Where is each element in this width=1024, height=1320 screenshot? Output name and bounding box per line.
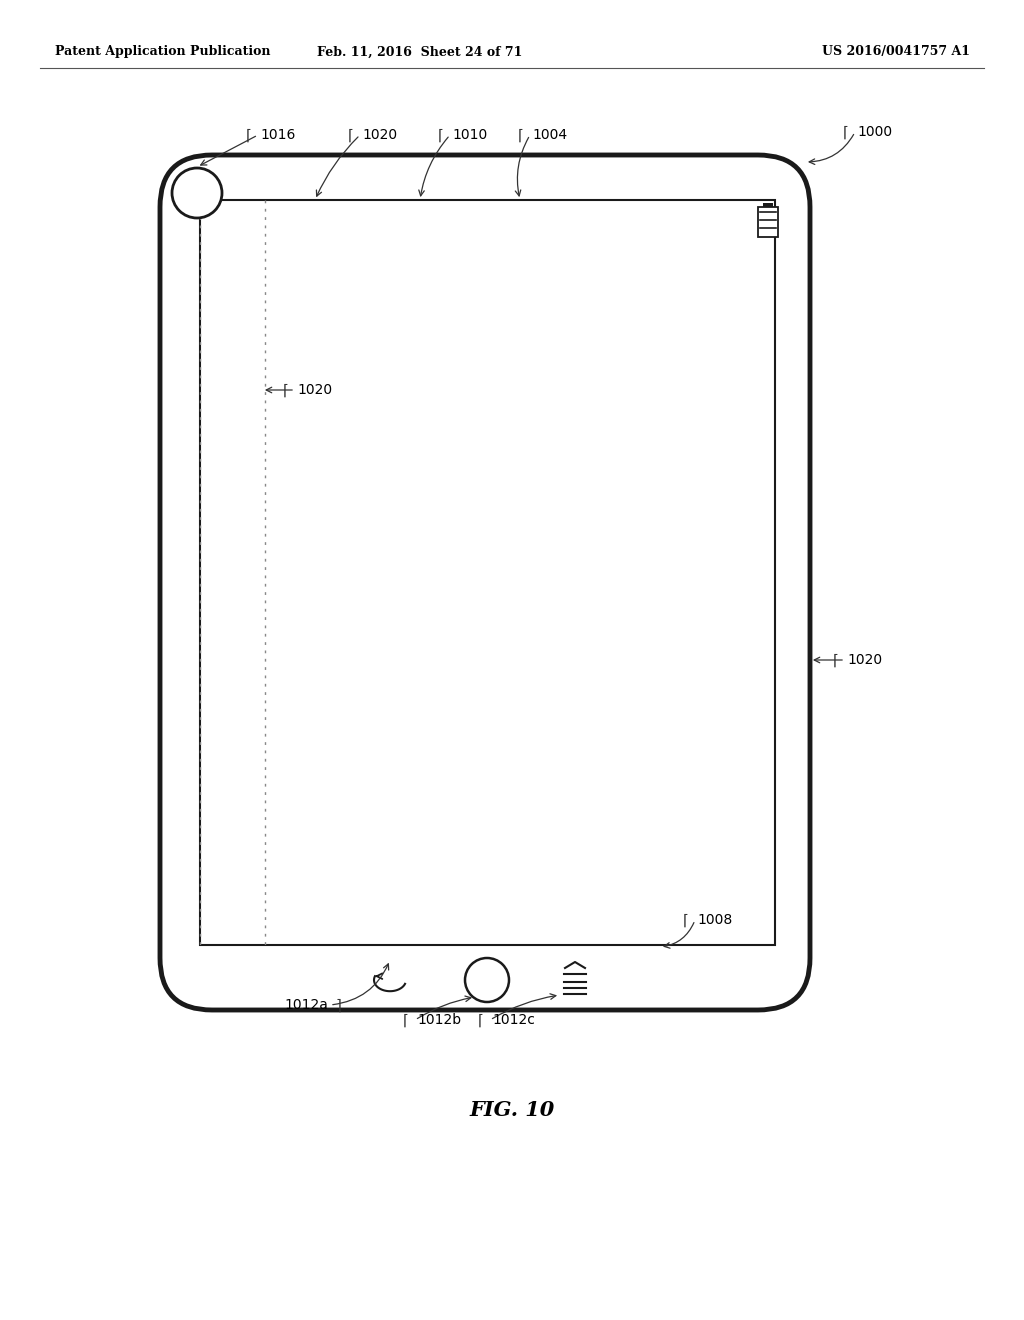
Text: 1020: 1020 bbox=[297, 383, 332, 397]
Text: 1012a: 1012a bbox=[284, 998, 328, 1012]
FancyBboxPatch shape bbox=[160, 154, 810, 1010]
Text: 1010: 1010 bbox=[452, 128, 487, 143]
Text: 1008: 1008 bbox=[697, 913, 732, 927]
Text: ⌈: ⌈ bbox=[518, 128, 524, 143]
Text: US 2016/0041757 A1: US 2016/0041757 A1 bbox=[822, 45, 970, 58]
Text: 1020: 1020 bbox=[847, 653, 882, 667]
Text: 1004: 1004 bbox=[532, 128, 567, 143]
Text: ⌈: ⌈ bbox=[478, 1012, 484, 1027]
Text: ⌈: ⌈ bbox=[348, 128, 354, 143]
Text: 1016: 1016 bbox=[260, 128, 295, 143]
Text: Patent Application Publication: Patent Application Publication bbox=[55, 45, 270, 58]
Text: 1012c: 1012c bbox=[492, 1012, 535, 1027]
Bar bbox=[758, 207, 778, 238]
Circle shape bbox=[172, 168, 222, 218]
Text: FIG. 10: FIG. 10 bbox=[469, 1100, 555, 1119]
Bar bbox=[763, 203, 773, 207]
Text: ⌈: ⌈ bbox=[438, 128, 444, 143]
Text: ⌈: ⌈ bbox=[843, 124, 849, 140]
Text: 1012b: 1012b bbox=[417, 1012, 461, 1027]
Circle shape bbox=[465, 958, 509, 1002]
Text: ⌈: ⌈ bbox=[246, 128, 252, 143]
Text: 1020: 1020 bbox=[362, 128, 397, 143]
Text: 1000: 1000 bbox=[857, 125, 892, 139]
Text: ⌈: ⌈ bbox=[833, 652, 839, 668]
Text: ⌈: ⌈ bbox=[683, 912, 689, 928]
Text: ⌈: ⌈ bbox=[283, 383, 289, 397]
Text: ⌈: ⌈ bbox=[403, 1012, 409, 1027]
Text: Feb. 11, 2016  Sheet 24 of 71: Feb. 11, 2016 Sheet 24 of 71 bbox=[317, 45, 522, 58]
Text: ⌉: ⌉ bbox=[336, 998, 342, 1012]
Bar bbox=[200, 201, 775, 945]
